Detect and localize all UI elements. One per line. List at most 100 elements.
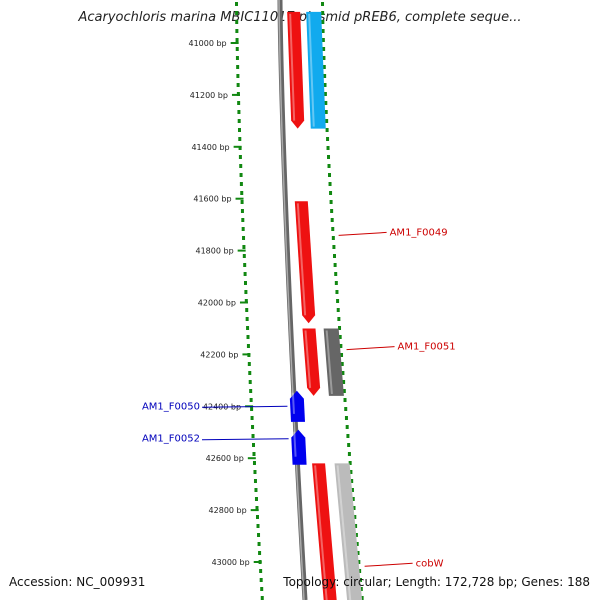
right-scale-dot bbox=[331, 236, 335, 240]
left-scale-dot bbox=[251, 425, 255, 429]
left-scale-dot bbox=[251, 434, 255, 438]
left-scale-dot bbox=[246, 326, 250, 330]
gene-labels: AM1_F0049 AM1_F0051 AM1_F0050 AM1_F0052 cobW bbox=[142, 227, 456, 569]
gene-label-leader bbox=[338, 231, 387, 236]
left-scale-dot bbox=[246, 335, 250, 339]
right-scale-dot bbox=[323, 74, 327, 78]
tick-label: 41800 bp bbox=[196, 247, 234, 256]
right-scale-dot bbox=[345, 425, 349, 429]
feature-reverse[interactable] bbox=[289, 390, 305, 422]
feature-analysis[interactable] bbox=[323, 328, 344, 396]
left-scale-dot bbox=[247, 362, 251, 366]
gene-label[interactable]: AM1_F0051 bbox=[398, 342, 456, 353]
right-scale-dot bbox=[333, 254, 337, 258]
right-scale-dot bbox=[329, 200, 333, 204]
left-scale-dot bbox=[260, 596, 264, 600]
feature-highlight bbox=[296, 203, 307, 316]
feature-highlight bbox=[308, 13, 315, 127]
feature-forward[interactable] bbox=[294, 201, 316, 324]
backbone bbox=[277, 0, 308, 600]
right-scale-dot bbox=[330, 218, 334, 222]
right-scale-dot bbox=[328, 182, 332, 186]
left-scale-dot bbox=[235, 29, 239, 33]
feature-highlight bbox=[304, 330, 312, 389]
right-scale-dot bbox=[343, 398, 347, 402]
backbone-line bbox=[277, 0, 308, 600]
genome-summary: Topology: circular; Length: 172,728 bp; … bbox=[283, 575, 590, 589]
left-scale-dot bbox=[240, 200, 244, 204]
right-scale-dot bbox=[358, 569, 362, 573]
left-scale-dot bbox=[249, 389, 253, 393]
left-scale-dot bbox=[244, 290, 248, 294]
left-scale-dot bbox=[245, 308, 249, 312]
feature-highlight bbox=[325, 330, 333, 395]
left-scale-dot bbox=[242, 254, 246, 258]
left-scale-dot bbox=[239, 173, 243, 177]
right-scale-dot bbox=[334, 281, 338, 285]
left-scale-dot bbox=[260, 587, 264, 591]
right-scale-dot bbox=[349, 470, 353, 474]
right-scale-dot bbox=[324, 101, 328, 105]
tick-label: 43000 bp bbox=[212, 558, 250, 567]
right-scale-dot bbox=[342, 380, 346, 384]
right-scale-dot bbox=[354, 524, 358, 528]
right-scale-dot bbox=[322, 47, 326, 51]
right-scale-dot bbox=[331, 227, 335, 231]
gene-label[interactable]: AM1_F0050 bbox=[142, 401, 200, 412]
left-scale-dot bbox=[236, 83, 240, 87]
feature-highlight bbox=[293, 431, 297, 457]
feature-highlight bbox=[314, 465, 328, 600]
left-scale-dot bbox=[236, 74, 240, 78]
feature-analysis[interactable] bbox=[334, 463, 364, 600]
left-scale-dot bbox=[259, 578, 263, 582]
left-scale-dot bbox=[243, 263, 247, 267]
left-scale-dot bbox=[238, 146, 242, 150]
right-scale-dot bbox=[330, 209, 334, 213]
left-scale-dot bbox=[250, 416, 254, 420]
gene-label[interactable]: AM1_F0052 bbox=[142, 434, 200, 445]
left-scale-dot bbox=[248, 380, 252, 384]
feature-analysis[interactable] bbox=[306, 11, 326, 129]
right-scale-dot bbox=[347, 443, 351, 447]
right-scale-dot bbox=[359, 587, 363, 591]
feature-forward[interactable] bbox=[312, 463, 338, 600]
right-scale-dot bbox=[321, 38, 325, 42]
right-scale-dot bbox=[354, 533, 358, 537]
left-scale-dot bbox=[254, 488, 258, 492]
right-scale-dot bbox=[325, 119, 329, 123]
left-scale-dot bbox=[241, 227, 245, 231]
left-scale-dot bbox=[257, 542, 261, 546]
right-scale-dot bbox=[340, 362, 344, 366]
gene-label[interactable]: AM1_F0049 bbox=[390, 227, 448, 238]
left-scale-dot bbox=[254, 497, 258, 501]
accession-text: Accession: NC_009931 bbox=[9, 575, 146, 589]
right-scale-dot bbox=[339, 344, 343, 348]
right-scale-dot bbox=[358, 578, 362, 582]
right-scale-dot bbox=[326, 146, 330, 150]
right-scale-dot bbox=[337, 317, 341, 321]
right-scale-dot bbox=[328, 173, 332, 177]
left-scale-dot bbox=[245, 317, 249, 321]
left-scale-dot bbox=[237, 101, 241, 105]
left-scale-dot bbox=[240, 209, 244, 213]
right-scale-dot bbox=[322, 56, 326, 60]
left-scale-dot bbox=[235, 38, 239, 42]
feature-reverse[interactable] bbox=[291, 429, 307, 465]
right-scale-dot bbox=[324, 110, 328, 114]
right-scale-dot bbox=[356, 551, 360, 555]
feature-forward[interactable] bbox=[302, 328, 321, 396]
right-scale-dot bbox=[336, 308, 340, 312]
right-scale-dot bbox=[321, 20, 325, 24]
gene-label[interactable]: cobW bbox=[416, 558, 444, 569]
left-scale-dot bbox=[252, 461, 256, 465]
feature-forward[interactable] bbox=[287, 11, 305, 129]
right-scale-dot bbox=[352, 506, 356, 510]
right-scale-dot bbox=[350, 479, 354, 483]
left-scale-dot bbox=[249, 398, 253, 402]
right-scale-dot bbox=[332, 245, 336, 249]
right-scale-dot bbox=[333, 263, 337, 267]
right-scale-dot bbox=[340, 353, 344, 357]
tick-label: 41400 bp bbox=[191, 143, 229, 152]
left-scale-dot bbox=[235, 11, 239, 15]
